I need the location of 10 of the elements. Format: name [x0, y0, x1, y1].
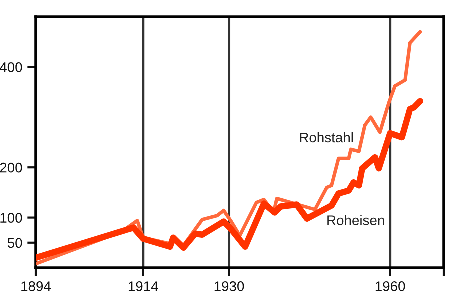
y-tick-label: 400	[0, 62, 22, 72]
y-tick-label: 50	[8, 238, 22, 248]
series-label: Roheisen	[328, 215, 384, 226]
x-tick-label: 1894	[22, 282, 52, 292]
y-tick-label: 100	[0, 213, 22, 223]
series-label: Rohstahl	[300, 132, 354, 143]
y-tick-label: 200	[0, 162, 22, 173]
x-tick-label: 1960	[376, 282, 406, 292]
x-tick-label: 1914	[128, 282, 158, 292]
x-tick-label: 1930	[214, 282, 244, 292]
